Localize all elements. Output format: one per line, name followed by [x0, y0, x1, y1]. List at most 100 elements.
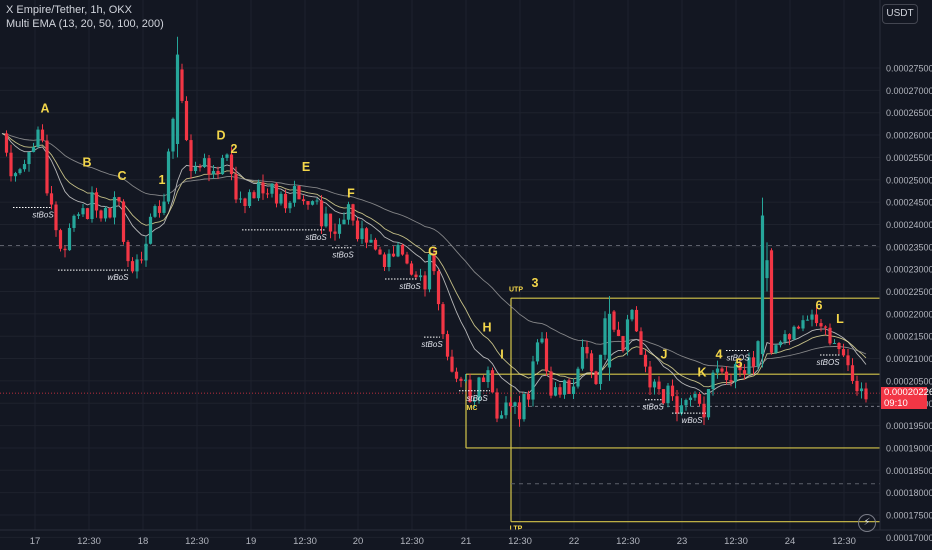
candle-body [117, 197, 121, 202]
candle-body [414, 274, 418, 278]
candle-body [400, 244, 405, 255]
candle-body [441, 304, 445, 335]
candle-body [427, 254, 432, 290]
time-axis[interactable]: 17 12:30 18 12:30 19 12:30 20 12:30 21 12:30 22 12:… [0, 529, 932, 547]
candle-body [612, 311, 616, 330]
zone-label: LTP [510, 526, 523, 533]
candle-body [801, 320, 805, 329]
candle-body [477, 377, 481, 401]
candle-body [454, 371, 459, 379]
candle-body [733, 364, 738, 382]
candle-body [459, 378, 463, 381]
candle-body [22, 164, 27, 170]
candle-body [436, 271, 441, 305]
candle-body [378, 249, 382, 255]
candle-body [445, 334, 450, 357]
candle-body [594, 371, 598, 384]
candle-body [810, 314, 814, 320]
candle-body [243, 198, 247, 207]
candle-body [18, 169, 22, 174]
price-tick-label: 0.00026000 [886, 131, 932, 141]
candle-body [45, 140, 49, 194]
candle-body [184, 100, 189, 141]
candle-body [450, 356, 454, 372]
candle-body [171, 118, 175, 152]
candle-body [513, 402, 517, 407]
candle-body [423, 275, 427, 290]
lightning-icon[interactable]: ⚡ [858, 514, 876, 532]
candle-body [256, 182, 261, 199]
zone-label: MC [467, 405, 478, 412]
candle-body [490, 370, 495, 393]
price-tick-label: 0.00025000 [886, 175, 932, 185]
candle-body [364, 228, 369, 243]
indicator-title[interactable]: Multi EMA (13, 20, 50, 100, 200) [6, 18, 164, 30]
candle-body [252, 192, 256, 199]
candle-body [630, 309, 634, 320]
bos-label: stBOS [726, 354, 750, 363]
candle-body [648, 366, 652, 388]
price-tick-label: 0.00021500 [886, 332, 932, 342]
bos-label: stBoS [642, 403, 664, 412]
candle-body [859, 388, 864, 392]
candle-body [315, 200, 319, 202]
candle-body [234, 174, 238, 200]
time-tick-label: 12:30 [293, 536, 317, 547]
candle-body [760, 215, 765, 355]
candle-body [432, 254, 436, 272]
candle-body [571, 386, 576, 394]
currency-button[interactable]: USDT [882, 4, 918, 24]
candle-body [675, 396, 679, 414]
candle-body [418, 275, 423, 278]
candle-body [270, 183, 274, 194]
candle-body [81, 208, 85, 215]
candle-body [517, 402, 522, 420]
zone-label: UTP [509, 287, 523, 294]
candles [4, 36, 868, 427]
symbol-title: X Empire/Tether, 1h, OKX [6, 4, 132, 16]
candle-body [765, 260, 769, 279]
wave-label: I [500, 348, 503, 362]
time-tick-label: 12:30 [724, 536, 748, 547]
price-tick-label: 0.00019500 [886, 421, 932, 431]
candle-body [747, 357, 751, 375]
candle-body [544, 338, 549, 372]
candle-body [702, 403, 706, 418]
price-tick-label: 0.00023000 [886, 265, 932, 275]
candle-body [301, 199, 306, 202]
candle-body [805, 319, 810, 321]
price-tick-label: 0.00017500 [886, 511, 932, 521]
candle-body [666, 385, 670, 404]
candle-body [342, 219, 346, 225]
candle-body [54, 204, 58, 231]
wave-label: K [697, 365, 706, 379]
candle-body [144, 243, 148, 261]
candle-body [567, 380, 571, 394]
candle-body [306, 201, 310, 205]
candle-body [598, 354, 603, 384]
candle-body [189, 140, 193, 172]
wave-label: L [836, 312, 844, 326]
candle-body [333, 231, 337, 234]
candle-body [351, 204, 355, 221]
wave-label: B [82, 155, 91, 169]
candle-body [657, 381, 661, 390]
candle-body [99, 210, 103, 219]
candle-body [72, 215, 76, 228]
candle-body [13, 173, 18, 177]
bos-label: stBoS [421, 340, 443, 349]
price-tick-label: 0.00020500 [886, 376, 932, 386]
candle-body [76, 214, 81, 216]
candle-body [67, 227, 72, 251]
price-axis[interactable]: 0.00027500 0.00027000 0.00026500 0.00026000… [879, 0, 932, 543]
candle-body [103, 208, 108, 219]
candle-body [337, 224, 342, 234]
candle-body [40, 129, 45, 141]
candle-body [751, 357, 756, 367]
candle-body [369, 239, 373, 243]
candle-body [495, 392, 499, 419]
wave-label: 6 [816, 298, 823, 312]
time-tick-label: 12:30 [616, 536, 640, 547]
candle-body [31, 147, 36, 153]
